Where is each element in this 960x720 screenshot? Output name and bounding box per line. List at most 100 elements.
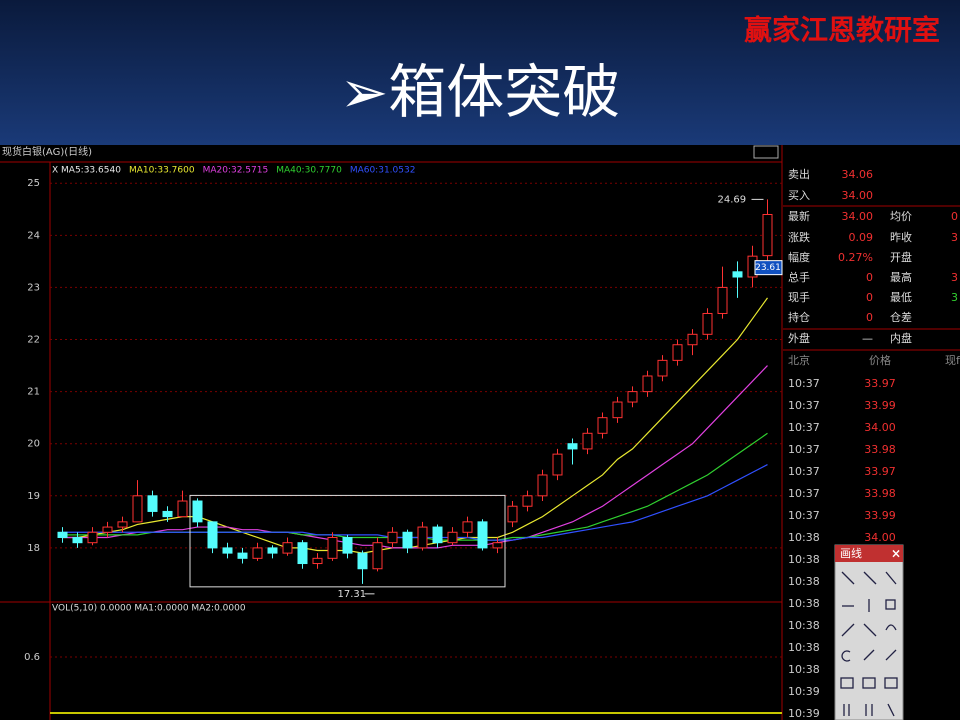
volume-legend: VOL(5,10) 0.0000 MA1:0.0000 MA2:0.0000 bbox=[52, 604, 246, 614]
quote-value: 0.09 bbox=[849, 231, 874, 244]
ticks-header: 价格 bbox=[869, 353, 891, 367]
ma-line bbox=[62, 464, 768, 541]
terminal bbox=[0, 145, 960, 720]
candle-body bbox=[492, 542, 503, 549]
candle-body bbox=[417, 526, 428, 549]
candle-body bbox=[642, 375, 653, 393]
candle-body bbox=[522, 495, 533, 507]
candle-body bbox=[477, 521, 488, 549]
candle-body bbox=[657, 359, 668, 377]
y-tick-label: 19 bbox=[27, 491, 40, 502]
quote-value: 34.00 bbox=[842, 189, 874, 202]
quote-value: 3 bbox=[951, 271, 958, 284]
quote-label: 幅度 bbox=[788, 250, 810, 264]
candle-body bbox=[717, 286, 728, 314]
quote-value: 0 bbox=[866, 311, 873, 324]
candle-body bbox=[552, 453, 563, 476]
tick-time: 10:37 bbox=[788, 399, 820, 412]
tick-time: 10:38 bbox=[788, 531, 820, 544]
candle-body bbox=[147, 495, 158, 512]
legend-entry: MA60:31.0532 bbox=[350, 166, 416, 176]
candle-body bbox=[702, 312, 713, 335]
candle-body bbox=[387, 531, 398, 544]
quote-label: 买入 bbox=[788, 189, 810, 202]
candle-body bbox=[72, 536, 83, 544]
draw-tool[interactable]: 画线 × bbox=[834, 544, 904, 720]
tick-time: 10:38 bbox=[788, 663, 820, 676]
tick-time: 10:37 bbox=[788, 487, 820, 500]
candle-body bbox=[432, 526, 443, 544]
candle-body bbox=[312, 557, 323, 565]
tick-price: 33.99 bbox=[864, 509, 896, 522]
tick-time: 10:38 bbox=[788, 575, 820, 588]
quote-label: 总手 bbox=[788, 270, 810, 284]
tick-price: 34.00 bbox=[864, 421, 896, 434]
quote-label: 外盘 bbox=[788, 331, 810, 345]
tick-time: 10:37 bbox=[788, 465, 820, 478]
tool-close[interactable]: × bbox=[891, 547, 901, 561]
box-annotation bbox=[189, 494, 506, 588]
y-tick-label: 23 bbox=[27, 282, 40, 293]
window-button[interactable] bbox=[753, 145, 779, 159]
quote-label: 昨收 bbox=[890, 230, 912, 244]
tick-time: 10:39 bbox=[788, 685, 820, 698]
low-label: 17.31 bbox=[338, 589, 367, 600]
y-tick-label: 18 bbox=[27, 543, 40, 554]
tool-icons bbox=[840, 571, 898, 717]
candle-body bbox=[222, 547, 233, 554]
ma-line bbox=[62, 365, 768, 549]
quote-value: 0 bbox=[866, 271, 873, 284]
candle-body bbox=[537, 474, 548, 497]
candle-body bbox=[342, 536, 353, 554]
candle-body bbox=[672, 344, 683, 361]
quote-value: 34.00 bbox=[842, 210, 874, 223]
candle-body bbox=[87, 531, 98, 544]
candle-body bbox=[327, 536, 338, 559]
quote-value: — bbox=[862, 332, 873, 345]
tick-time: 10:38 bbox=[788, 597, 820, 610]
quote-value: 3 bbox=[951, 291, 958, 304]
candle-body bbox=[627, 391, 638, 403]
tick-price: 33.99 bbox=[864, 399, 896, 412]
candle-body bbox=[402, 531, 413, 549]
quote-panel: 卖出 34.06 买入 34.00 最新 34.00 均价 0 涨跌 0.09 昨收 3 幅度 0.27%… bbox=[783, 167, 960, 720]
tool-title: 画线 bbox=[840, 546, 862, 560]
tick-time: 10:38 bbox=[788, 641, 820, 654]
candle-body bbox=[162, 510, 173, 518]
quote-label: 最低 bbox=[890, 291, 912, 304]
legend-entry: MA10:33.7600 bbox=[129, 166, 195, 176]
legend-entry: X MA5:33.6540 bbox=[52, 166, 121, 176]
candle-body bbox=[297, 542, 308, 565]
high-label: 24.69 bbox=[718, 194, 747, 205]
candle-body bbox=[462, 521, 473, 533]
quote-label: 最新 bbox=[788, 209, 810, 223]
candle-body bbox=[597, 417, 608, 434]
quote-label: 持仓 bbox=[788, 310, 810, 324]
tick-price: 33.97 bbox=[864, 465, 896, 478]
legend-entry: MA20:32.5715 bbox=[203, 166, 269, 176]
candle-body bbox=[507, 505, 518, 523]
price-tag bbox=[754, 260, 783, 276]
tick-time: 10:38 bbox=[788, 619, 820, 632]
quote-label: 开盘 bbox=[890, 250, 912, 264]
candle-body bbox=[237, 552, 248, 559]
candle-body bbox=[267, 547, 278, 554]
candle-body bbox=[252, 547, 263, 559]
tick-price: 33.97 bbox=[864, 377, 896, 390]
legend-entry: MA40:30.7770 bbox=[276, 166, 342, 176]
volume-tick: 0.6 bbox=[24, 652, 40, 663]
quote-value: 0 bbox=[951, 210, 958, 223]
candle-body bbox=[582, 432, 593, 450]
watermark: 赢家江恩教研室 bbox=[744, 14, 940, 47]
quote-value: 0 bbox=[866, 291, 873, 304]
tick-time: 10:37 bbox=[788, 421, 820, 434]
candle-body bbox=[687, 333, 698, 346]
candle-body bbox=[762, 213, 773, 257]
price-tag-label: 23.61 bbox=[755, 263, 781, 273]
tick-time: 10:37 bbox=[788, 509, 820, 522]
slide-title: ➢箱体突破 bbox=[340, 58, 621, 126]
ticks-header: 北京 bbox=[788, 353, 810, 367]
y-tick-label: 22 bbox=[27, 335, 40, 346]
